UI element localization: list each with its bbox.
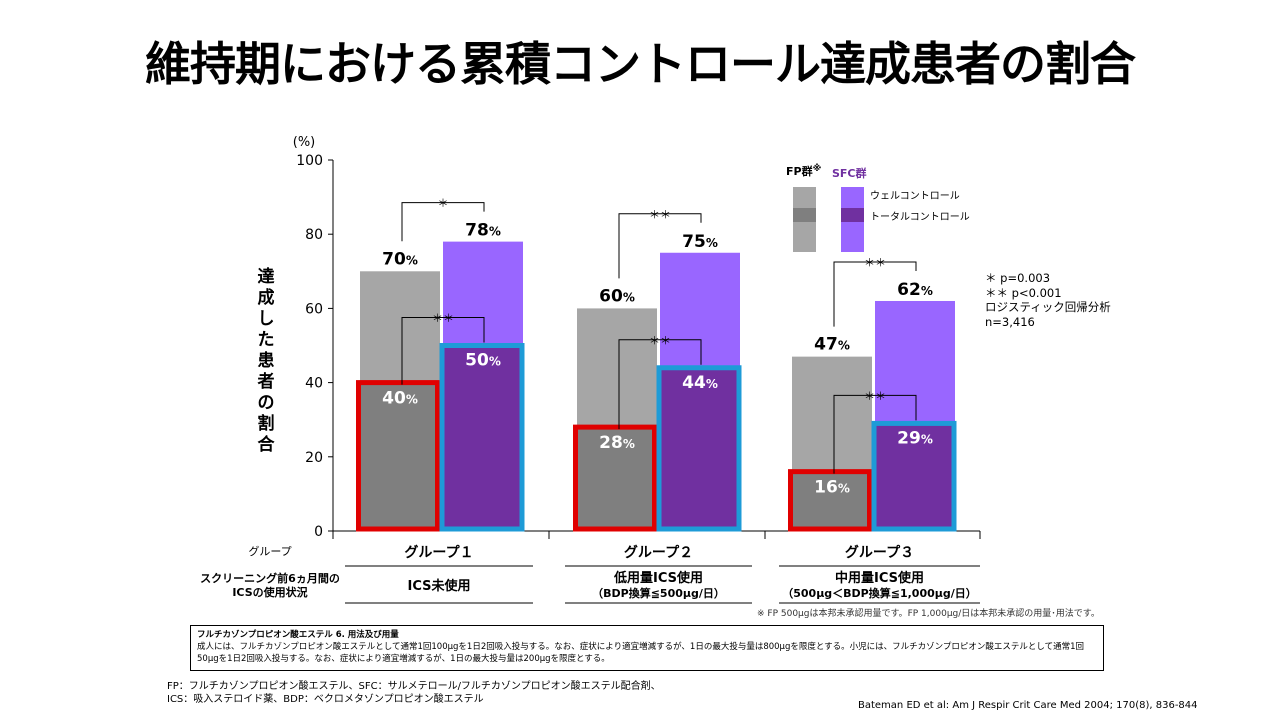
ics-status-sub: （500μg＜BDP換算≦1,000μg/日）: [782, 586, 977, 600]
dosage-notice-box: フルチカゾンプロピオン酸エステル 6. 用法及び用量 成人には、フルチカゾンプロ…: [190, 625, 1104, 671]
highlight-fp-total: [356, 380, 440, 532]
y-tick-label: 60: [305, 301, 323, 317]
slide-title: 維持期における累積コントロール達成患者の割合: [145, 37, 1136, 91]
highlight-sfc-total: [871, 420, 957, 532]
bar-sfc-total: [875, 423, 955, 531]
legend-fp-total-swatch: [793, 208, 816, 222]
label-sfc-well: 62%: [897, 280, 933, 300]
significance-total-bracket-label: ＊＊: [649, 334, 671, 347]
row-label-screening-2: ICSの使用状況: [232, 585, 307, 599]
bar-sfc-total: [660, 367, 740, 531]
label-fp-well: 70%: [382, 249, 418, 269]
highlight-fp-total: [788, 469, 872, 532]
y-tick-label: 100: [296, 153, 323, 169]
label-sfc-total: 29%: [897, 428, 933, 448]
label-fp-total: 40%: [382, 389, 418, 409]
ics-status: 低用量ICS使用: [613, 570, 703, 586]
y-axis-title-char: 患: [258, 351, 275, 371]
y-axis-title-char: の: [258, 393, 275, 413]
significance-total-bracket-label: ＊＊: [432, 312, 454, 325]
label-sfc-total: 50%: [465, 351, 501, 371]
y-tick-label: 80: [305, 227, 323, 243]
bar-fp-total: [360, 382, 440, 531]
significance-total-bracket: [618, 339, 702, 430]
legend-sfc-label: SFC群: [832, 166, 867, 180]
ics-status-sub: （BDP換算≦500μg/日）: [592, 586, 725, 600]
significance-well-bracket: [401, 202, 485, 242]
dosage-notice-body: 成人には、フルチカゾンプロピオン酸エステルとして通常1回100μgを1日2回吸入…: [197, 642, 1084, 664]
legend-well-label: ウェルコントロール: [870, 190, 960, 202]
dosage-notice-title: フルチカゾンプロピオン酸エステル 6. 用法及び用量: [197, 630, 399, 640]
highlight-sfc-total: [656, 365, 742, 532]
label-fp-well: 47%: [814, 335, 850, 355]
y-axis-unit: (%): [293, 135, 316, 150]
statistics-note: ＊ p=0.003 ＊＊ p<0.001 ロジスティック回帰分析 n=3,416: [985, 271, 1111, 329]
abbreviations: FP：フルチカゾンプロピオン酸エステル、SFC：サルメテロール/フルチカゾンプロ…: [167, 681, 661, 705]
y-tick-label: 40: [305, 376, 323, 392]
significance-well-bracket-label: ＊＊: [649, 208, 671, 221]
highlight-fp-total: [573, 424, 657, 532]
significance-well-bracket: [618, 213, 702, 279]
dose-footnote: ※ FP 500μgは本邦未承認用量です。FP 1,000μg/日は本邦未承認の…: [757, 609, 1100, 619]
significance-total-bracket: [833, 394, 917, 474]
significance-well-bracket-label: ＊＊: [864, 256, 886, 269]
highlight-sfc-total: [439, 343, 525, 532]
significance-well-bracket: [833, 261, 917, 327]
y-axis-title-char: た: [258, 330, 275, 350]
row-label-group: グループ: [248, 544, 291, 558]
y-tick-label: 0: [314, 524, 323, 540]
label-fp-total: 16%: [814, 478, 850, 498]
label-sfc-well: 75%: [682, 232, 718, 252]
group-name: グループ３: [845, 544, 914, 561]
significance-total-bracket: [401, 317, 485, 385]
legend-sfc-total-swatch: [841, 208, 864, 222]
label-fp-well: 60%: [599, 286, 635, 306]
y-axis-title-char: 者: [257, 371, 275, 392]
citation: Bateman ED et al: Am J Respir Crit Care …: [858, 700, 1198, 711]
label-sfc-total: 44%: [682, 373, 718, 393]
group-name: グループ１: [404, 544, 473, 561]
y-axis-title-char: 達: [258, 267, 275, 287]
group-name: グループ２: [624, 544, 693, 561]
bar-fp-total: [577, 427, 657, 531]
significance-total-bracket-label: ＊＊: [864, 389, 886, 402]
significance-well-bracket-label: ＊: [438, 197, 449, 210]
y-axis-title-char: 割: [258, 413, 275, 434]
ics-status: 中用量ICS使用: [835, 570, 924, 586]
y-axis-title-char: し: [258, 309, 275, 329]
ics-status: ICS未使用: [408, 578, 471, 594]
label-fp-total: 28%: [599, 433, 635, 453]
label-sfc-well: 78%: [465, 221, 501, 241]
bar-sfc-total: [443, 345, 523, 531]
y-tick-label: 20: [305, 450, 323, 466]
row-label-screening-1: スクリーニング前6ヵ月間の: [200, 571, 340, 585]
legend-fp-label: FP群※: [786, 163, 822, 178]
legend-total-label: トータルコントロール: [870, 211, 970, 223]
bar-fp-total: [792, 471, 872, 531]
y-axis-title-char: 合: [258, 434, 276, 455]
y-axis-title-char: 成: [258, 287, 275, 308]
